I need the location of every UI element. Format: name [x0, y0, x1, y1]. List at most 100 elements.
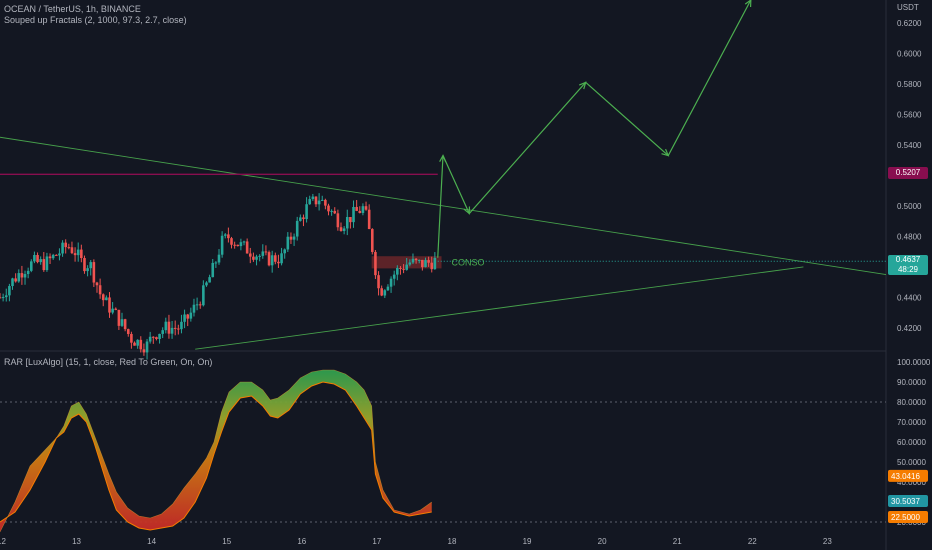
rar-value-label: 22.5000 — [891, 513, 920, 522]
candle-body — [421, 259, 424, 268]
candle-body — [36, 254, 39, 263]
candle-body — [89, 262, 93, 269]
candle-body — [33, 254, 36, 262]
price-tick-label: 0.4800 — [897, 232, 922, 241]
price-tick-label: 0.6200 — [897, 19, 922, 28]
candle-body — [392, 274, 396, 279]
candle-body — [411, 258, 415, 263]
candle-body — [114, 308, 118, 310]
price-tick-label: 0.4400 — [897, 293, 922, 302]
rar-tick-label: 90.0000 — [897, 378, 926, 387]
candle-body — [198, 304, 202, 306]
candle-body — [383, 290, 387, 296]
candle-body — [14, 278, 17, 282]
rar-tick-label: 70.0000 — [897, 418, 926, 427]
candle-body — [317, 200, 321, 205]
candle-body — [302, 217, 305, 220]
candle-body — [173, 327, 177, 329]
candle-body — [220, 235, 224, 255]
candle-body — [399, 267, 402, 269]
rar-value-label-bg — [888, 494, 928, 507]
candle-body — [377, 275, 380, 289]
candle-body — [277, 261, 280, 264]
candle-body — [211, 262, 215, 278]
consolidation-label: CONSO — [451, 257, 484, 267]
time-tick-label: 21 — [673, 537, 682, 546]
price-tick-label: 0.5400 — [897, 141, 922, 150]
candles — [0, 193, 437, 360]
candle-body — [230, 238, 233, 245]
candle-body — [308, 199, 312, 205]
candle-body — [158, 333, 161, 339]
candle-body — [264, 251, 268, 253]
candle-body — [286, 236, 290, 250]
candle-body — [258, 255, 261, 257]
price-tick-label: 0.5800 — [897, 80, 922, 89]
rar-tick-label: 80.0000 — [897, 398, 926, 407]
candle-body — [239, 242, 243, 247]
time-tick-label: 19 — [523, 537, 532, 546]
rar-value-label-bg — [888, 469, 928, 482]
candle-body — [17, 273, 21, 282]
candle-body — [324, 199, 327, 206]
candle-body — [167, 321, 171, 334]
rar-upper-line — [0, 369, 432, 533]
candle-body — [202, 285, 205, 306]
rar-value-label-bg — [888, 511, 928, 523]
candle-body — [117, 309, 121, 326]
candle-body — [389, 278, 393, 287]
symbol-header: OCEAN / TetherUS, 1h, BINANCE — [4, 4, 141, 14]
candle-body — [327, 205, 330, 212]
price-tick-label: 0.6000 — [897, 49, 922, 58]
candle-body — [386, 286, 390, 291]
rar-lower-line — [0, 381, 432, 531]
candle-body — [76, 249, 80, 256]
rar-band — [0, 370, 432, 532]
candle-body — [320, 199, 324, 201]
candle-body — [0, 297, 2, 299]
candle-body — [58, 253, 61, 256]
candle-body — [80, 249, 83, 259]
time-tick-label: 15 — [222, 537, 231, 546]
candle-body — [42, 259, 46, 271]
candle-body — [255, 256, 258, 260]
candle-body — [245, 241, 249, 254]
candle-body — [139, 339, 143, 350]
candle-body — [126, 329, 130, 334]
candle-body — [95, 282, 99, 286]
candle-body — [142, 349, 146, 353]
candle-body — [355, 206, 358, 211]
candle-body — [51, 254, 55, 259]
rar-tick-label: 50.0000 — [897, 458, 926, 467]
candle-body — [180, 321, 183, 330]
candle-body — [283, 249, 286, 254]
rar-tick-label: 100.0000 — [897, 358, 931, 367]
candle-body — [1, 297, 5, 299]
price-axis-currency: USDT — [897, 3, 919, 12]
candle-body — [98, 285, 102, 295]
candle-body — [136, 339, 139, 346]
candle-body — [370, 229, 374, 252]
candle-body — [214, 262, 218, 264]
candle-body — [261, 251, 265, 256]
candle-body — [345, 217, 349, 229]
candle-body — [39, 259, 42, 263]
candle-body — [396, 267, 399, 275]
candle-body — [408, 262, 412, 265]
candle-body — [155, 337, 158, 339]
candle-body — [217, 254, 221, 263]
price-tick-label: 0.4200 — [897, 324, 922, 333]
candle-body — [289, 236, 293, 240]
candle-body — [70, 247, 74, 254]
candle-body — [330, 210, 333, 212]
candle-body — [83, 258, 86, 272]
candle-body — [92, 262, 96, 283]
candle-body — [192, 304, 196, 313]
resistance-price-label: 0.5207 — [888, 167, 928, 179]
candle-body — [8, 286, 11, 296]
candle-body — [170, 327, 174, 334]
candle-body — [105, 297, 108, 301]
candle-body — [164, 321, 168, 331]
time-tick-label: 14 — [147, 537, 156, 546]
